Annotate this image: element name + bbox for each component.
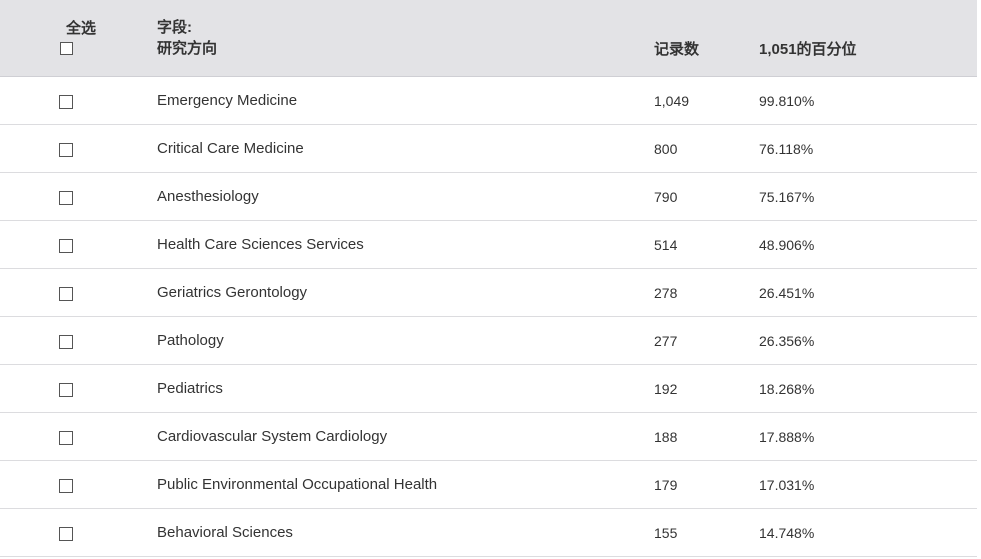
table-header: 全选 字段: 研究方向 记录数 1,051的百分位 (0, 0, 977, 77)
record-count: 155 (654, 525, 678, 541)
row-checkbox[interactable] (59, 239, 73, 253)
percentage: 26.451% (759, 285, 815, 301)
research-area-name[interactable]: Pediatrics (157, 380, 223, 397)
select-all-label: 全选 (66, 20, 97, 37)
row-checkbox[interactable] (59, 431, 73, 445)
row-checkbox[interactable] (59, 479, 73, 493)
row-checkbox[interactable] (59, 335, 73, 349)
percentage: 26.356% (759, 333, 815, 349)
table-row: Behavioral Sciences 155 14.748% (0, 509, 977, 557)
row-checkbox[interactable] (59, 143, 73, 157)
record-count: 1,049 (654, 93, 690, 109)
table-row: Health Care Sciences Services 514 48.906… (0, 221, 977, 269)
row-checkbox[interactable] (59, 191, 73, 205)
field-column-header: 字段: 研究方向 (157, 17, 217, 59)
record-count: 188 (654, 429, 678, 445)
research-area-name[interactable]: Critical Care Medicine (157, 140, 304, 157)
table-row: Geriatrics Gerontology 278 26.451% (0, 269, 977, 317)
row-checkbox[interactable] (59, 527, 73, 541)
table-row: Pediatrics 192 18.268% (0, 365, 977, 413)
percentage: 48.906% (759, 237, 815, 253)
record-count: 790 (654, 189, 678, 205)
percentage: 76.118% (759, 141, 814, 157)
percentage: 17.888% (759, 429, 815, 445)
percentage: 75.167% (759, 189, 815, 205)
row-checkbox[interactable] (59, 95, 73, 109)
research-area-name[interactable]: Pathology (157, 332, 224, 349)
research-area-name[interactable]: Geriatrics Gerontology (157, 284, 308, 301)
table-row: Cardiovascular System Cardiology 188 17.… (0, 413, 977, 461)
count-column-header[interactable]: 记录数 (654, 41, 700, 58)
record-count: 800 (654, 141, 678, 157)
record-count: 192 (654, 381, 678, 397)
research-area-name[interactable]: Public Environmental Occupational Health (157, 476, 438, 493)
research-area-name[interactable]: Health Care Sciences Services (157, 236, 364, 253)
record-count: 277 (654, 333, 678, 349)
row-checkbox[interactable] (59, 383, 73, 397)
table-row: Critical Care Medicine 800 76.118% (0, 125, 977, 173)
record-count: 179 (654, 477, 678, 493)
percentage: 17.031% (759, 477, 815, 493)
table-row: Emergency Medicine 1,049 99.810% (0, 77, 977, 125)
table-row: Pathology 277 26.356% (0, 317, 977, 365)
field-header-line2[interactable]: 研究方向 (157, 40, 218, 57)
research-area-name[interactable]: Behavioral Sciences (157, 524, 293, 541)
percentage: 99.810% (759, 93, 815, 109)
select-all-checkbox[interactable] (60, 42, 73, 55)
research-area-name[interactable]: Anesthesiology (157, 188, 259, 205)
percentage: 14.748% (759, 525, 815, 541)
record-count: 514 (654, 237, 678, 253)
percent-column-header[interactable]: 1,051的百分位 (759, 41, 857, 58)
field-header-line1: 字段: (157, 19, 192, 36)
table-body: Emergency Medicine 1,049 99.810% Critica… (0, 77, 977, 557)
table-row: Public Environmental Occupational Health… (0, 461, 977, 509)
table-row: Anesthesiology 790 75.167% (0, 173, 977, 221)
row-checkbox[interactable] (59, 287, 73, 301)
research-area-name[interactable]: Cardiovascular System Cardiology (157, 428, 388, 445)
percentage: 18.268% (759, 381, 815, 397)
research-area-name[interactable]: Emergency Medicine (157, 92, 298, 109)
record-count: 278 (654, 285, 678, 301)
